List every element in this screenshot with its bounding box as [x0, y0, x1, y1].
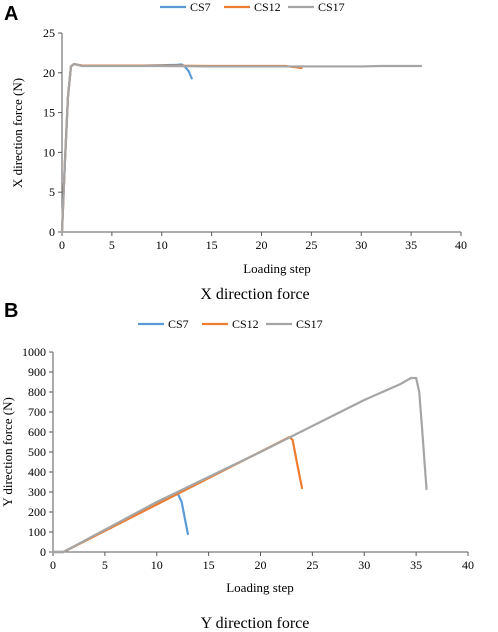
panel-b-x-tick-label: 10 — [151, 558, 163, 572]
panel-a-x-tick-label: 10 — [156, 238, 168, 252]
panel-a-x-tick-label: 25 — [305, 238, 317, 252]
panel-a-legend-label-cs17: CS17 — [318, 0, 345, 14]
panel-a-y-tick-label: 5 — [49, 185, 55, 199]
panel-b-y-tick-label: 0 — [40, 545, 46, 559]
panel-a-y-tick-label: 10 — [43, 145, 55, 159]
panel-b-y-tick-label: 800 — [28, 385, 46, 399]
panel-b-y-tick-label: 100 — [28, 525, 46, 539]
panel-a-x-tick-label: 5 — [109, 238, 115, 252]
panel-a-x-tick-label: 0 — [59, 238, 65, 252]
panel-b-caption: Y direction force — [201, 615, 310, 632]
panel-b-series-cs12-line — [51, 435, 304, 554]
panel-b-y-tick-label: 200 — [28, 505, 46, 519]
panel-b-x-tick-label: 15 — [203, 558, 215, 572]
panel-b-x-tick-label: 25 — [306, 558, 318, 572]
panel-a-plot — [60, 62, 423, 234]
panel-a-x-tick-label: 35 — [405, 238, 417, 252]
panel-a-x-tick-label: 30 — [355, 238, 367, 252]
panel-b-y-tick-label: 400 — [28, 465, 46, 479]
panel-b-y-tick-label: 700 — [28, 405, 46, 419]
panel-a-x-axis-title: Loading step — [243, 261, 311, 276]
panel-b-y-tick-label: 1000 — [22, 345, 46, 359]
panel-b-x-tick-label: 0 — [50, 558, 56, 572]
panel-b-x-tick-label: 35 — [410, 558, 422, 572]
panel-a-series-cs7-line — [60, 62, 193, 234]
panel-b-x-tick-label: 5 — [102, 558, 108, 572]
panel-b-y-tick-label: 300 — [28, 485, 46, 499]
panel-b-y-tick-label: 900 — [28, 365, 46, 379]
panel-b-legend-label-cs12: CS12 — [232, 317, 259, 331]
panel-a-series-cs17-line — [60, 62, 423, 234]
panel-a-y-tick-label: 25 — [43, 26, 55, 40]
panel-a-legend-label-cs12: CS12 — [254, 0, 281, 14]
panel-a-legend: CS7 CS12 CS17 — [160, 0, 345, 14]
panel-a-y-tick-label: 20 — [43, 66, 55, 80]
panel-a-legend-label-cs7: CS7 — [190, 0, 211, 14]
panel-b-legend: CS7 CS12 CS17 — [138, 317, 323, 331]
panel-a-x-tick-label: 40 — [455, 238, 467, 252]
panel-b-series-cs17-line — [51, 376, 428, 554]
panel-a-y-tick-label: 15 — [43, 106, 55, 120]
panel-a-y-tick-label: 0 — [49, 225, 55, 239]
panel-a-series-cs12-line — [60, 62, 303, 234]
panel-b-legend-label-cs17: CS17 — [296, 317, 323, 331]
panel-b-x-axis-title: Loading step — [226, 580, 294, 595]
panel-a-y-axis-title: X direction force (N) — [10, 78, 25, 188]
panel-b-x-tick-label: 30 — [358, 558, 370, 572]
panel-a-caption: X direction force — [200, 286, 309, 303]
panel-b-x-tick-label: 40 — [462, 558, 474, 572]
panel-a: A CS7 CS12 CS17 0 5 10 15 20 25 30 35 40 0 5 10 15 20 25… — [4, 0, 467, 303]
panel-b-plot — [51, 376, 428, 554]
panel-b-legend-label-cs7: CS7 — [168, 317, 189, 331]
panel-a-letter: A — [4, 3, 18, 25]
panel-b: B CS7 CS12 CS17 0 5 10 15 20 25 30 35 400100200300… — [0, 300, 474, 632]
panel-b-y-tick-label: 600 — [28, 425, 46, 439]
panel-b-y-axis-title: Y direction force (N) — [0, 397, 15, 507]
panel-a-x-tick-label: 20 — [256, 238, 268, 252]
panel-a-x-tick-label: 15 — [206, 238, 218, 252]
panel-b-letter: B — [4, 300, 18, 322]
panel-b-x-tick-label: 20 — [255, 558, 267, 572]
panel-a-axes: 0 5 10 15 20 25 30 35 40 0 5 10 15 20 25 — [43, 26, 467, 252]
panel-b-y-tick-label: 500 — [28, 445, 46, 459]
panel-b-axes: 0 5 10 15 20 25 30 35 40010020030040050060070080… — [22, 345, 474, 572]
